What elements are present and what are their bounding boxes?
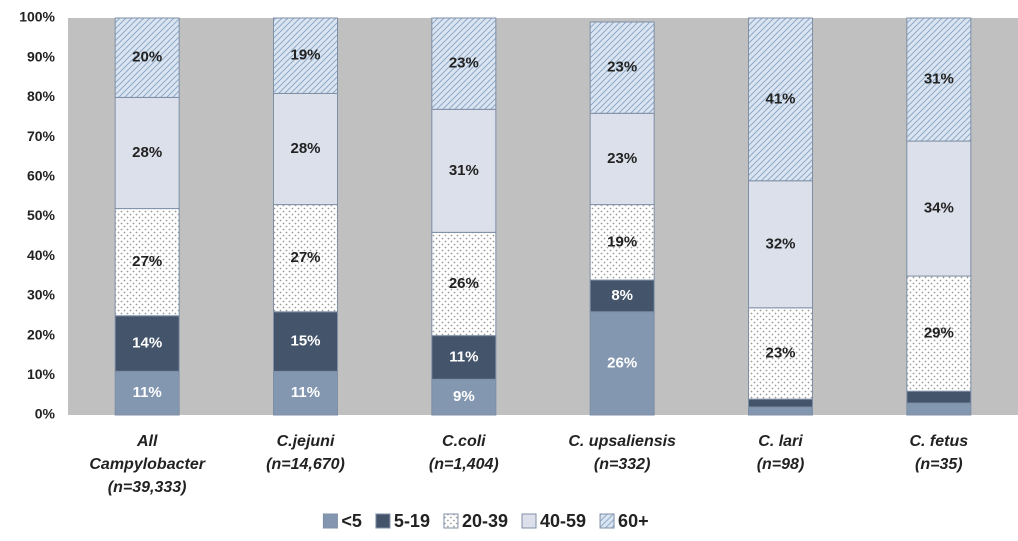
x-tick-label: C. lari [758, 433, 803, 450]
bar-segment [114, 315, 180, 372]
data-label: 27% [132, 253, 162, 270]
data-label: 31% [924, 71, 954, 88]
data-label: 11% [449, 348, 478, 365]
bar-segment [589, 112, 655, 206]
legend-swatch [375, 513, 391, 529]
bar-segment [748, 307, 813, 400]
bar-segment [431, 335, 497, 380]
data-label: 20% [132, 49, 162, 66]
bar-segment [114, 96, 180, 210]
legend-swatch [599, 513, 615, 529]
bar-segment [114, 370, 180, 416]
y-tick-label: 70% [27, 128, 56, 144]
x-tick-label: All [136, 433, 158, 450]
bar-segment [431, 231, 497, 337]
bar-segment [906, 390, 972, 404]
legend-label: 60+ [618, 511, 649, 531]
bar-segment [114, 17, 180, 98]
data-label: 11% [133, 384, 162, 401]
data-label: 23% [607, 59, 637, 76]
y-tick-label: 30% [27, 287, 56, 303]
bar-segment [906, 275, 972, 392]
bar-segment [589, 311, 655, 416]
data-label: 23% [765, 344, 795, 361]
y-tick-label: 100% [19, 9, 55, 25]
plot-area [68, 18, 1018, 415]
y-tick-label: 0% [35, 406, 56, 422]
bar-segment [273, 92, 338, 206]
data-label: 27% [290, 249, 320, 266]
x-tick-label: (n=39,333) [108, 479, 187, 496]
bar-segment [589, 21, 655, 114]
data-label: 29% [924, 325, 954, 342]
y-tick-label: 80% [27, 88, 56, 104]
data-label: 26% [449, 275, 479, 292]
legend-swatch [443, 513, 459, 529]
x-tick-label: C. upsaliensis [568, 433, 676, 450]
x-tick-label: Campylobacter [89, 456, 205, 473]
x-tick-label: (n=14,670) [266, 456, 345, 473]
legend-label: 5-19 [394, 511, 430, 531]
legend-swatch [521, 513, 537, 529]
data-label: 19% [607, 233, 637, 250]
data-label: 11% [291, 384, 320, 401]
y-tick-label: 60% [27, 168, 56, 184]
x-tick-label: C. fetus [909, 433, 968, 450]
y-tick-label: 10% [27, 366, 56, 382]
bar-segment [748, 17, 813, 182]
bar-segment [273, 204, 338, 313]
bar-segment [431, 378, 497, 416]
y-tick-label: 50% [27, 207, 56, 223]
data-label: 31% [449, 162, 479, 179]
legend-label: <5 [341, 511, 362, 531]
data-label: 28% [290, 140, 320, 157]
x-tick-label: (n=332) [594, 456, 650, 473]
legend-label: 20-39 [462, 511, 508, 531]
data-label: 9% [453, 388, 475, 405]
y-tick-label: 90% [27, 48, 56, 64]
bar-segment [273, 370, 338, 416]
bar-segment [906, 17, 972, 142]
x-tick-label: (n=98) [757, 456, 805, 473]
x-tick-label: C.coli [442, 433, 486, 450]
data-label: 26% [607, 354, 637, 371]
legend-swatch [322, 513, 338, 529]
data-label: 41% [765, 90, 795, 107]
bar-segment [273, 17, 338, 94]
legend: <5 5-19 20-39 40-59 60+ [322, 511, 649, 531]
legend-label: 40-59 [540, 511, 586, 531]
y-tick-label: 20% [27, 326, 56, 342]
bar-segment [589, 279, 655, 313]
data-label: 8% [611, 287, 633, 304]
bar-segment [273, 311, 338, 372]
data-label: 23% [607, 150, 637, 167]
bar-segment [748, 398, 813, 408]
x-tick-label: C.jejuni [277, 433, 335, 450]
data-label: 23% [449, 55, 479, 72]
data-label: 14% [132, 335, 162, 352]
bar-segment [906, 402, 972, 416]
data-label: 19% [290, 47, 320, 64]
bar-segment [748, 406, 813, 416]
data-label: 28% [132, 144, 162, 161]
bar-segment [431, 17, 497, 110]
bar-segment [589, 204, 655, 281]
x-tick-label: (n=1,404) [429, 456, 499, 473]
y-tick-label: 40% [27, 247, 56, 263]
data-label: 32% [765, 235, 795, 252]
data-label: 34% [924, 200, 954, 217]
bar-segment [906, 140, 972, 277]
x-tick-label: (n=35) [915, 456, 963, 473]
data-label: 15% [290, 333, 320, 350]
